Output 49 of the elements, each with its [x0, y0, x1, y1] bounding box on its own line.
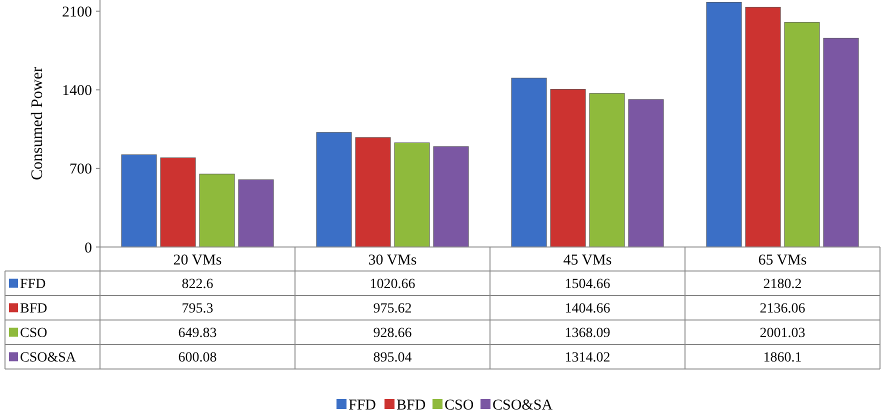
bar [550, 89, 586, 248]
data-label: 975.62 [373, 302, 412, 317]
data-label: 1404.66 [564, 302, 610, 317]
bar [238, 179, 274, 248]
bar [745, 6, 781, 248]
x-tick-label: 45 VMs [563, 252, 612, 268]
data-label: 2180.2 [763, 277, 802, 292]
x-tick-label: 65 VMs [758, 252, 807, 268]
y-tick-label: 700 [70, 162, 92, 178]
bar [394, 142, 430, 248]
bar [589, 93, 625, 248]
bar [706, 2, 742, 248]
bar [121, 154, 157, 248]
text: CSO [20, 326, 48, 342]
bar [628, 99, 664, 248]
y-tick-label: 0 [84, 240, 92, 256]
y-tick-label: 2100 [62, 4, 92, 20]
text: BFD [396, 397, 426, 414]
data-label: 1504.66 [564, 277, 610, 292]
bar [511, 78, 547, 248]
data-label: 1860.1 [763, 350, 802, 366]
legend-label: FFD [20, 277, 46, 292]
data-label: 649.83 [178, 326, 217, 342]
legend-label: CSO&SA [492, 397, 553, 414]
x-tick-label: 20 VMs [173, 252, 222, 268]
data-label: 1020.66 [370, 277, 416, 292]
data-label: 2136.06 [760, 302, 806, 317]
data-label: 895.04 [373, 350, 412, 366]
bar [784, 22, 820, 248]
data-label: 928.66 [373, 326, 412, 342]
bar [433, 146, 469, 248]
bar [316, 132, 352, 248]
legend-label: CSO [444, 397, 474, 414]
text: CSO&SA [20, 350, 76, 366]
bar [355, 137, 391, 248]
x-tick-label: 30 VMs [368, 252, 417, 268]
data-label: 1314.02 [564, 350, 610, 366]
bar [199, 174, 235, 248]
data-label: 1368.09 [564, 326, 610, 342]
data-label: 600.08 [178, 350, 217, 366]
bar [823, 38, 859, 248]
data-label: 822.6 [182, 277, 214, 292]
y-axis-title: Consumed Power [29, 66, 46, 180]
data-label: 795.3 [182, 302, 214, 317]
bar [160, 157, 196, 248]
y-tick-label: 1400 [62, 83, 92, 100]
data-label: 2001.03 [760, 326, 806, 342]
legend-label: BFD [20, 302, 48, 317]
text: FFD [348, 397, 376, 414]
